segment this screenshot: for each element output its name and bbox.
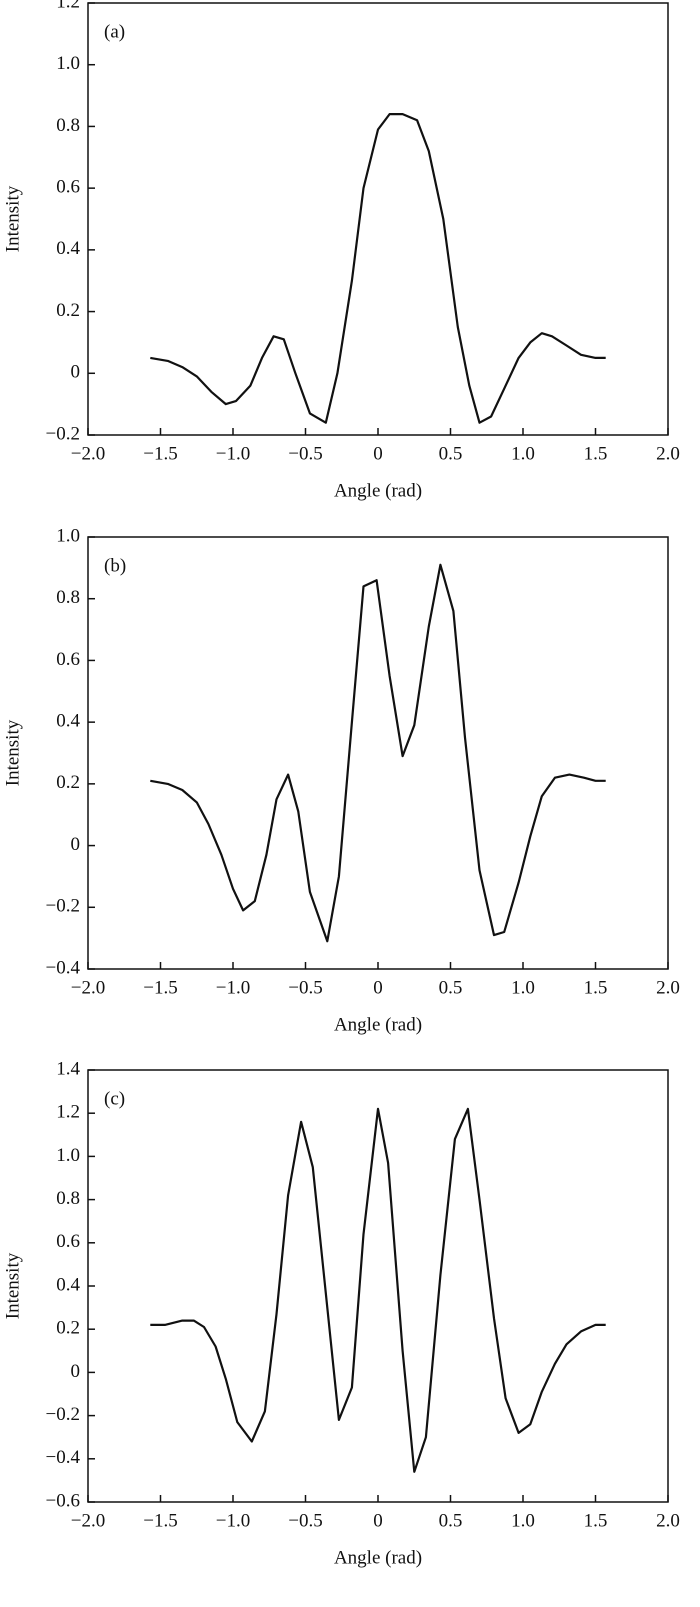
x-tick-label: 1.0 — [511, 1510, 535, 1531]
x-tick-label: 1.0 — [511, 977, 535, 998]
x-tick-label: 2.0 — [656, 443, 680, 464]
x-tick-label: −1.0 — [216, 1510, 250, 1531]
y-tick-label: 0.8 — [56, 587, 80, 608]
y-tick-label: 0.4 — [56, 238, 80, 259]
y-tick-label: 0 — [71, 362, 81, 383]
x-tick-label: 1.5 — [584, 443, 608, 464]
plot-frame — [87, 536, 669, 970]
panel-label: (c) — [104, 1088, 125, 1109]
y-tick-label: −0.6 — [46, 1490, 80, 1511]
y-tick-label: 0.6 — [56, 1231, 80, 1252]
x-tick-label: 0 — [373, 1510, 383, 1531]
x-tick-label: −2.0 — [71, 977, 105, 998]
x-tick-label: 0.5 — [439, 977, 463, 998]
y-tick-label: −0.2 — [46, 1404, 80, 1425]
y-tick-label: 0.2 — [56, 772, 80, 793]
y-tick-label: 0.8 — [56, 1188, 80, 1209]
x-tick-label: −2.0 — [71, 443, 105, 464]
y-tick-label: 0.6 — [56, 649, 80, 670]
y-tick-label: 0.2 — [56, 1318, 80, 1339]
y-axis-label: Intensity — [2, 1252, 23, 1319]
y-tick-label: 1.0 — [56, 525, 80, 546]
x-tick-label: −1.0 — [216, 977, 250, 998]
data-line — [150, 1107, 606, 1473]
y-tick-label: 0 — [71, 1361, 81, 1382]
panel-label: (a) — [104, 21, 125, 42]
y-tick-label: 0.2 — [56, 300, 80, 321]
y-tick-label: 0.8 — [56, 115, 80, 136]
x-tick-label: −1.5 — [143, 1510, 177, 1531]
y-tick-label: −0.4 — [46, 1447, 81, 1468]
x-tick-label: −1.0 — [216, 443, 250, 464]
x-tick-label: −1.5 — [143, 977, 177, 998]
y-tick-label: 1.2 — [56, 0, 80, 12]
y-tick-label: 0 — [71, 834, 81, 855]
y-tick-label: 1.2 — [56, 1102, 80, 1123]
y-tick-label: −0.2 — [46, 423, 80, 444]
x-tick-label: 0 — [373, 443, 383, 464]
panel-label: (b) — [104, 555, 126, 576]
x-tick-label: 0.5 — [439, 1510, 463, 1531]
x-tick-label: 0 — [373, 977, 383, 998]
y-tick-label: 0.4 — [56, 711, 80, 732]
x-tick-label: 1.5 — [584, 977, 608, 998]
y-tick-label: 0.6 — [56, 177, 80, 198]
x-tick-label: 1.0 — [511, 443, 535, 464]
y-tick-label: −0.2 — [46, 896, 80, 917]
y-axis-label: Intensity — [2, 719, 23, 786]
plot-frame — [87, 1069, 669, 1503]
y-tick-label: −0.4 — [46, 957, 81, 978]
x-tick-label: 2.0 — [656, 977, 680, 998]
y-tick-label: 0.4 — [56, 1274, 80, 1295]
x-tick-label: −0.5 — [288, 443, 322, 464]
y-tick-label: 1.0 — [56, 53, 80, 74]
x-tick-label: 1.5 — [584, 1510, 608, 1531]
y-tick-label: 1.4 — [56, 1058, 80, 1079]
x-tick-label: −2.0 — [71, 1510, 105, 1531]
x-axis-label: Angle (rad) — [334, 480, 422, 501]
x-axis-label: Angle (rad) — [334, 1547, 422, 1568]
x-tick-label: 2.0 — [656, 1510, 680, 1531]
x-axis-label: Angle (rad) — [334, 1014, 422, 1035]
x-tick-label: −0.5 — [288, 977, 322, 998]
plot-frame — [87, 2, 669, 436]
data-line — [150, 563, 606, 943]
x-tick-label: −0.5 — [288, 1510, 322, 1531]
y-tick-label: 1.0 — [56, 1145, 80, 1166]
y-axis-label: Intensity — [2, 185, 23, 252]
data-line — [150, 113, 606, 424]
x-tick-label: −1.5 — [143, 443, 177, 464]
x-tick-label: 0.5 — [439, 443, 463, 464]
